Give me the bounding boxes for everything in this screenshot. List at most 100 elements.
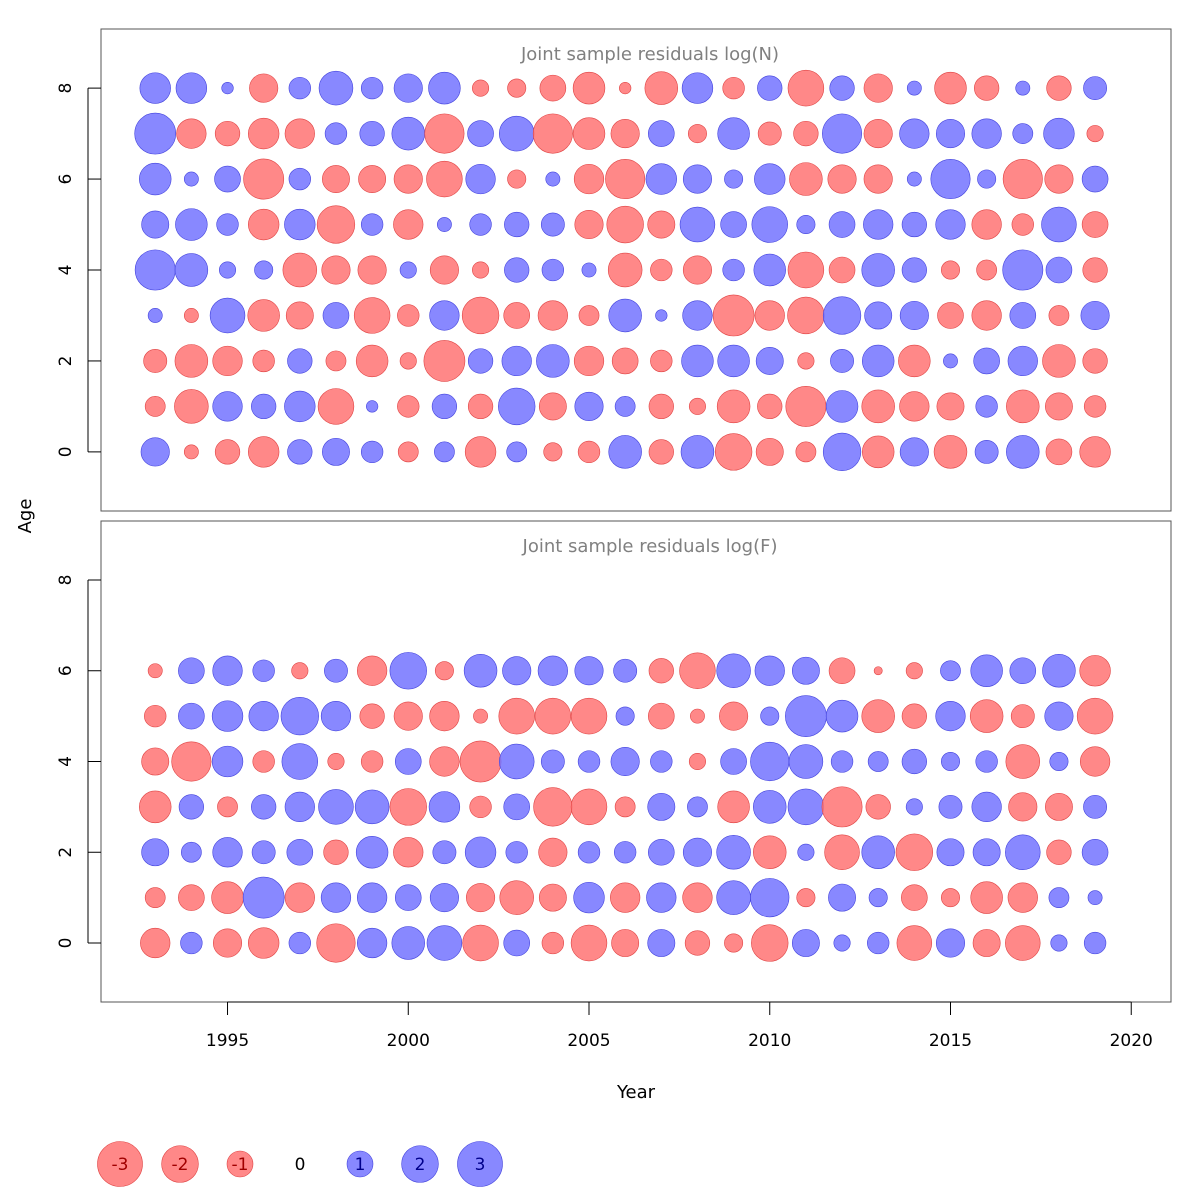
residual-bubble bbox=[610, 746, 640, 777]
residual-bubble bbox=[975, 750, 998, 773]
residual-bubble bbox=[934, 71, 967, 105]
residual-bubble bbox=[320, 882, 352, 913]
residual-bubble bbox=[791, 929, 820, 957]
x-tick-label: 2020 bbox=[1110, 1031, 1153, 1051]
residual-bubble bbox=[1010, 704, 1035, 729]
residual-bubble bbox=[943, 353, 958, 369]
residual-bubble bbox=[935, 119, 966, 149]
residual-bubble bbox=[178, 657, 205, 685]
residual-bubble bbox=[751, 206, 788, 243]
residual-bubble bbox=[214, 165, 241, 193]
residual-bubble bbox=[830, 750, 854, 773]
residual-bubble bbox=[171, 741, 212, 782]
residual-bubble bbox=[252, 659, 275, 682]
residual-bubble bbox=[795, 441, 817, 463]
residual-bubble bbox=[973, 347, 1000, 375]
residual-bubble bbox=[212, 391, 243, 422]
residual-bubble bbox=[969, 699, 1004, 733]
residual-bubble bbox=[650, 349, 673, 373]
residual-bubble bbox=[645, 163, 677, 195]
residual-bubble bbox=[1082, 348, 1108, 374]
residual-bubble bbox=[865, 794, 891, 820]
residual-bubble bbox=[1008, 792, 1038, 822]
residual-bubble bbox=[174, 389, 209, 424]
residual-bubble bbox=[1081, 165, 1109, 193]
residual-bubble bbox=[1041, 206, 1077, 243]
legend-label: -1 bbox=[232, 1155, 249, 1175]
residual-bubble bbox=[394, 748, 422, 775]
residual-bubble bbox=[472, 79, 490, 97]
residual-bubble bbox=[941, 888, 960, 908]
residual-bubble bbox=[147, 308, 163, 323]
residual-bubble bbox=[787, 69, 825, 107]
residual-bubble bbox=[754, 163, 786, 195]
residual-bubble bbox=[719, 701, 749, 731]
residual-bubble bbox=[796, 888, 816, 908]
residual-bubble bbox=[285, 301, 314, 330]
residual-bubble bbox=[393, 837, 424, 868]
residual-bubble bbox=[714, 433, 753, 471]
residual-bubble bbox=[1042, 654, 1076, 688]
residual-bubble bbox=[861, 344, 895, 378]
residual-bubble bbox=[648, 439, 674, 465]
residual-bubble bbox=[180, 931, 203, 955]
residual-bubble bbox=[504, 257, 530, 283]
residual-bubble bbox=[1049, 752, 1069, 771]
y-tick-label: 6 bbox=[56, 174, 76, 185]
residual-bubble bbox=[750, 741, 790, 782]
residual-bubble bbox=[219, 261, 237, 279]
panel-top-bubbles bbox=[134, 69, 1111, 472]
residual-bubble bbox=[578, 305, 600, 326]
residual-bubble bbox=[247, 927, 280, 959]
residual-bubble bbox=[679, 652, 716, 689]
residual-bubble bbox=[320, 701, 352, 732]
residual-bubble bbox=[141, 747, 170, 776]
residual-bubble bbox=[286, 838, 314, 866]
residual-bubble bbox=[1083, 931, 1107, 955]
residual-bubble bbox=[615, 706, 635, 726]
residual-bubble bbox=[287, 348, 313, 374]
y-tick-label: 8 bbox=[56, 83, 76, 94]
residual-bubble bbox=[610, 882, 641, 913]
legend-bubble bbox=[161, 1145, 199, 1183]
residual-bubble bbox=[360, 750, 384, 773]
residual-bubble bbox=[143, 349, 168, 373]
residual-bubble bbox=[574, 209, 604, 240]
residual-bubble bbox=[181, 841, 202, 863]
residual-bubble bbox=[970, 654, 1003, 687]
panel-top-y-axis: 0 2 4 6 8 bbox=[56, 83, 101, 457]
residual-bubble bbox=[323, 839, 349, 865]
legend-label: 1 bbox=[355, 1155, 366, 1175]
residual-bubble bbox=[317, 388, 355, 425]
legend-bubble bbox=[97, 1141, 143, 1187]
legend-bubble bbox=[457, 1141, 503, 1187]
residual-bubble bbox=[543, 442, 563, 462]
residual-bubble bbox=[183, 444, 199, 460]
residual-bubble bbox=[1045, 438, 1073, 466]
residual-bubble bbox=[176, 118, 207, 149]
residual-bubble bbox=[941, 752, 960, 771]
residual-bubble bbox=[397, 304, 420, 327]
residual-bubble bbox=[217, 796, 238, 818]
residual-bubble bbox=[316, 923, 356, 963]
residual-bubble bbox=[472, 261, 490, 279]
residual-bubble bbox=[360, 440, 384, 464]
residual-bubble bbox=[716, 880, 751, 915]
residual-bubble bbox=[971, 209, 1002, 240]
residual-bubble bbox=[788, 744, 824, 779]
residual-bubble bbox=[1079, 436, 1111, 468]
residual-bubble bbox=[716, 653, 751, 688]
residual-bubble bbox=[394, 884, 422, 911]
residual-bubble bbox=[498, 115, 535, 152]
residual-bubble bbox=[545, 171, 561, 187]
residual-bubble bbox=[141, 210, 170, 239]
residual-bubble bbox=[868, 888, 888, 908]
residual-bubble bbox=[284, 882, 315, 913]
residual-bubble bbox=[461, 296, 500, 335]
residual-bubble bbox=[1005, 925, 1041, 961]
residual-bubble bbox=[606, 205, 644, 244]
residual-bubble bbox=[690, 708, 705, 724]
residual-bubble bbox=[144, 396, 166, 417]
residual-bubble bbox=[393, 73, 423, 103]
residual-bubble bbox=[467, 393, 494, 420]
